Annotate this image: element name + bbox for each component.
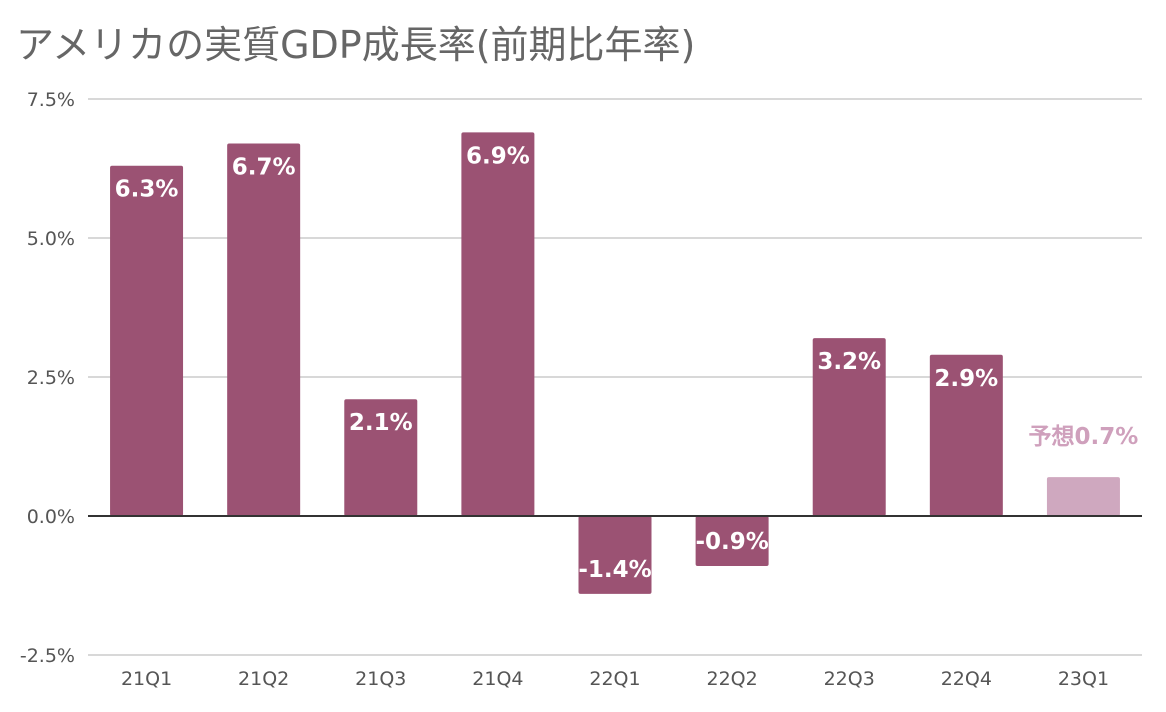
bar [227,143,301,517]
y-tick-label: 0.0% [27,506,75,528]
bars [110,132,1120,594]
data-label: 6.3% [115,177,179,203]
y-axis-ticks: 7.5% 5.0% 2.5% 0.0% -2.5% [20,89,75,667]
bar [110,165,184,516]
y-tick-label: -2.5% [20,645,75,667]
x-tick-label: 22Q4 [941,668,992,690]
y-tick-label: 2.5% [27,367,75,389]
x-tick-label: 21Q2 [238,668,289,690]
data-label: 3.2% [817,349,881,375]
data-label: 2.1% [349,410,413,436]
x-tick-label: 22Q1 [589,668,640,690]
chart-title: アメリカの実質GDP成長率(前期比年率) [16,23,696,67]
data-label: 6.9% [466,143,530,169]
bar [461,132,535,517]
bar [929,354,1003,516]
y-tick-label: 7.5% [27,89,75,111]
data-label: 2.9% [934,366,998,392]
forecast-bar [1046,477,1120,516]
x-tick-label: 22Q2 [706,668,757,690]
bar [695,516,769,567]
data-labels: 6.3% 6.7% 2.1% 6.9% -1.4% -0.9% 3.2% 2.9% 予想0.7% [115,143,1139,582]
x-tick-label: 21Q3 [355,668,406,690]
data-label: -1.4% [578,557,651,583]
y-tick-label: 5.0% [27,228,75,250]
x-tick-label: 21Q1 [121,668,172,690]
x-tick-label: 21Q4 [472,668,523,690]
bar [812,338,886,516]
bar [578,516,652,594]
data-label: 予想0.7% [1029,424,1139,450]
x-axis-ticks: 21Q1 21Q2 21Q3 21Q4 22Q1 22Q2 22Q3 22Q4 23Q1 [121,668,1109,690]
data-label: -0.9% [695,529,768,555]
x-tick-label: 23Q1 [1058,668,1109,690]
x-tick-label: 22Q3 [824,668,875,690]
bar [344,399,418,516]
data-label: 6.7% [232,154,296,180]
